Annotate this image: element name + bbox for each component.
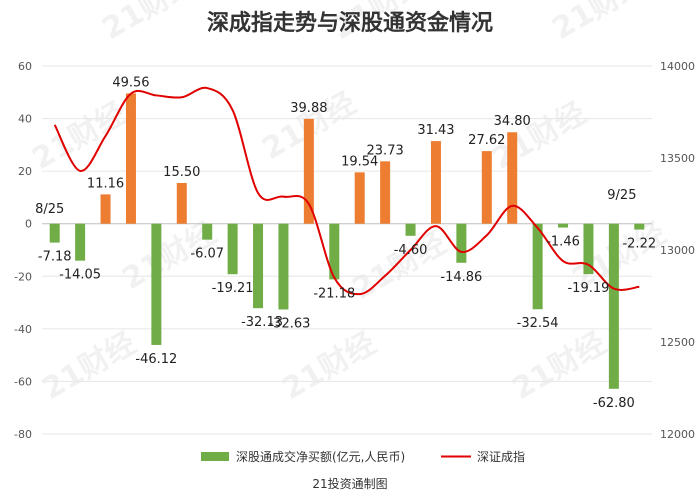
- right-tick-label: 13500: [660, 152, 695, 165]
- date-label: 9/25: [607, 188, 636, 203]
- watermark-text: 21财经: [27, 96, 133, 177]
- data-label: -2.22: [622, 237, 656, 252]
- date-labels: 8/25 9/25: [35, 188, 636, 217]
- bar: [151, 223, 162, 345]
- watermark-text: 21财经: [547, 0, 653, 47]
- legend: 深股通成交净买额(亿元,人民币) 深证成指: [201, 449, 525, 464]
- bar: [532, 223, 543, 310]
- data-label: 49.56: [112, 75, 149, 90]
- line-path: [53, 86, 640, 296]
- bar: [125, 93, 136, 224]
- bar: [100, 194, 111, 224]
- data-label: -62.80: [593, 396, 635, 411]
- right-tick-label: 13000: [660, 244, 695, 257]
- data-label: -6.07: [190, 247, 224, 262]
- legend-label-bar: 深股通成交净买额(亿元,人民币): [236, 449, 405, 464]
- data-label: -4.60: [394, 243, 428, 258]
- left-tick-label: -40: [14, 323, 32, 336]
- bar: [507, 132, 518, 224]
- bar: [329, 223, 340, 280]
- bar: [303, 118, 314, 224]
- data-label: -21.18: [313, 286, 355, 301]
- bar: [278, 223, 289, 310]
- left-tick-label: -20: [14, 270, 32, 283]
- data-label: 19.54: [341, 154, 378, 169]
- bar: [608, 223, 619, 389]
- data-label: -19.19: [567, 281, 609, 296]
- data-label: 15.50: [163, 165, 200, 180]
- left-tick-label: -80: [14, 428, 32, 441]
- watermark-text: 21财经: [507, 326, 613, 407]
- bar: [634, 223, 645, 230]
- bar: [583, 223, 594, 275]
- bar: [227, 223, 238, 275]
- right-tick-label: 14000: [660, 60, 695, 73]
- data-label: -14.05: [59, 268, 101, 283]
- data-label: -32.63: [268, 316, 310, 331]
- bar: [75, 223, 86, 261]
- line-series: [53, 86, 640, 296]
- right-axis: 12000 12500 13000 13500 14000: [660, 60, 695, 441]
- left-axis: -80 -60 -40 -20 0 20 40 60: [14, 60, 32, 441]
- data-label: -7.18: [38, 250, 72, 265]
- watermark-text: 21财经: [97, 0, 203, 47]
- data-label: -32.13: [241, 315, 283, 330]
- data-label: -14.86: [440, 270, 482, 285]
- bar: [176, 182, 187, 224]
- bar: [253, 223, 264, 309]
- data-label: -1.46: [546, 235, 580, 250]
- data-label: 27.62: [468, 133, 505, 148]
- data-label: 11.16: [87, 176, 124, 191]
- chart-title: 深成指走势与深股通资金情况: [207, 10, 493, 36]
- left-tick-label: 20: [18, 165, 32, 178]
- legend-label-line: 深证成指: [477, 449, 525, 464]
- data-label: 31.43: [417, 123, 454, 138]
- date-label: 8/25: [35, 202, 64, 217]
- bar: [354, 172, 365, 224]
- data-label: 34.80: [494, 114, 531, 129]
- bar: [405, 223, 416, 236]
- watermark-text: 21财经: [277, 326, 383, 407]
- chart-source: 21投资通制图: [312, 476, 387, 491]
- watermark-text: 21财经: [37, 326, 143, 407]
- right-tick-label: 12500: [660, 336, 695, 349]
- gridlines: [42, 65, 652, 435]
- data-label: -46.12: [135, 352, 177, 367]
- data-labels: -7.18 -14.05 11.16 49.56 -46.12 15.50 -6.07 -19…: [38, 75, 656, 410]
- bar: [456, 223, 467, 263]
- bar-series: [49, 93, 645, 389]
- bar: [481, 151, 492, 224]
- data-label: 23.73: [367, 143, 404, 158]
- bar: [558, 223, 569, 228]
- right-tick-label: 12000: [660, 428, 695, 441]
- data-label: 39.88: [290, 101, 327, 116]
- data-label: -32.54: [517, 316, 559, 331]
- bar: [380, 161, 391, 224]
- data-label: -19.21: [212, 281, 254, 296]
- left-tick-label: -60: [14, 375, 32, 388]
- bar: [202, 223, 213, 240]
- left-tick-label: 60: [18, 60, 32, 73]
- bar: [49, 223, 60, 243]
- legend-swatch-bar: [201, 452, 229, 461]
- left-tick-label: 0: [25, 218, 32, 231]
- bar: [430, 141, 441, 224]
- left-tick-label: 40: [18, 113, 32, 126]
